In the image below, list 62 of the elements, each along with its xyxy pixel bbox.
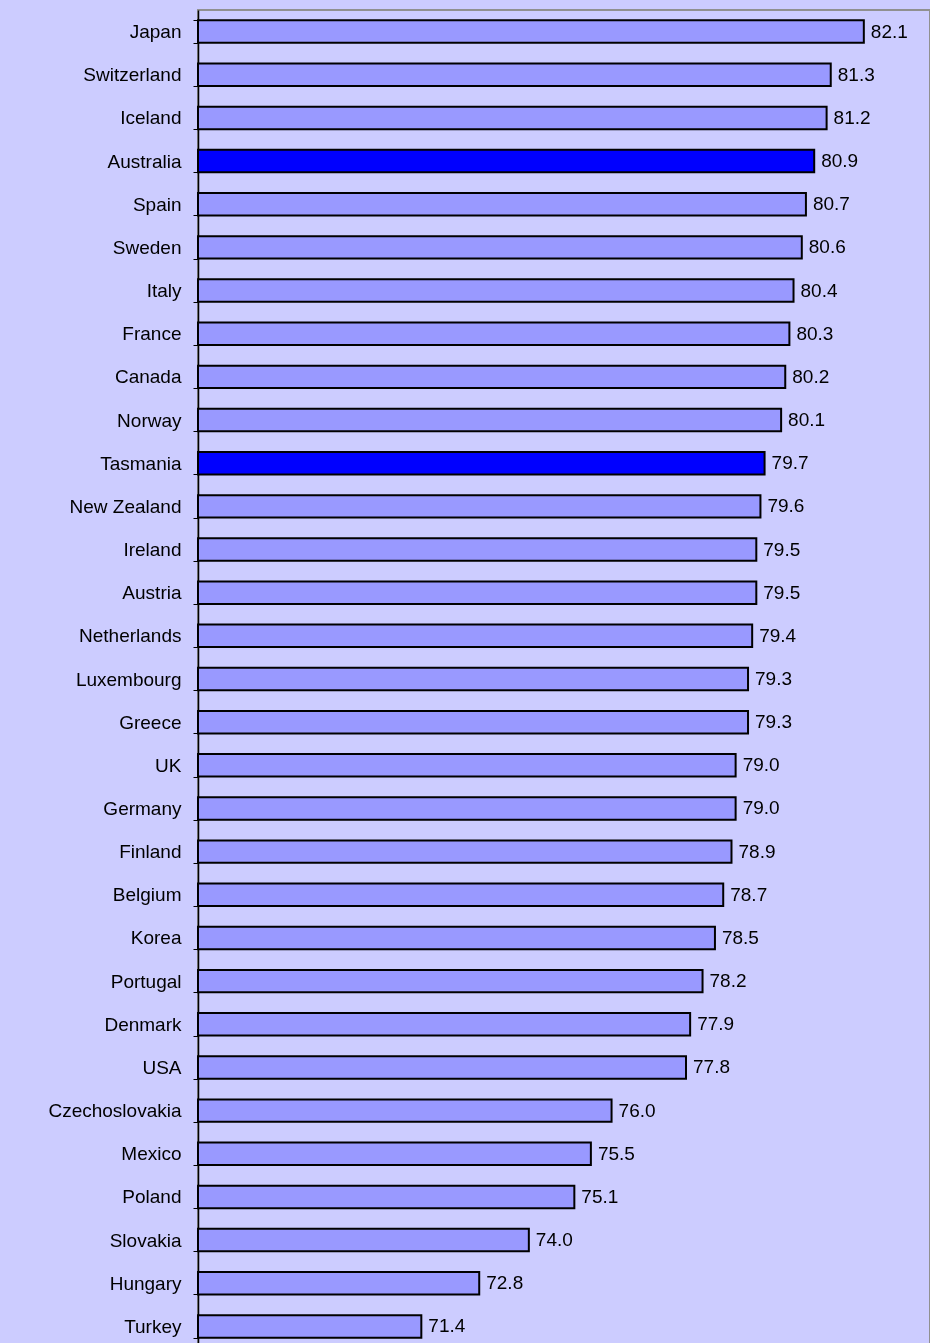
y-tick-label: Korea bbox=[130, 927, 182, 949]
y-tick-label: Spain bbox=[132, 193, 182, 215]
y-tick-label: Canada bbox=[114, 366, 182, 388]
y-tick-label: UK bbox=[155, 754, 182, 776]
data-label: 77.8 bbox=[693, 1056, 730, 1078]
y-tick-label: Australia bbox=[107, 150, 182, 172]
data-label: 75.5 bbox=[597, 1142, 635, 1164]
y-tick-label: Iceland bbox=[120, 107, 182, 129]
y-tick-label: Poland bbox=[122, 1186, 182, 1208]
data-label: 81.2 bbox=[833, 106, 871, 128]
y-tick-label: Netherlands bbox=[79, 625, 182, 647]
y-tick-label: Austria bbox=[122, 582, 182, 604]
y-tick-label: Slovakia bbox=[109, 1229, 182, 1251]
y-tick-label: Hungary bbox=[109, 1272, 182, 1294]
data-label: 76.0 bbox=[618, 1099, 656, 1121]
y-tick-label: Finland bbox=[119, 841, 182, 863]
y-tick-label: Ireland bbox=[123, 539, 182, 561]
data-label: 82.1 bbox=[870, 20, 908, 42]
y-tick-label: Portugal bbox=[110, 970, 182, 992]
data-label: 78.7 bbox=[730, 883, 768, 905]
y-tick-label: Germany bbox=[103, 797, 182, 819]
y-tick-label: Luxembourg bbox=[75, 668, 182, 690]
data-label: 71.4 bbox=[428, 1315, 466, 1337]
data-label: 72.8 bbox=[486, 1272, 524, 1294]
y-tick-label: Sweden bbox=[112, 236, 182, 258]
data-label: 80.1 bbox=[788, 409, 826, 431]
data-label: 75.1 bbox=[581, 1185, 619, 1207]
data-label: 79.3 bbox=[755, 668, 793, 689]
data-label: 79.0 bbox=[742, 754, 780, 776]
data-label: 74.0 bbox=[535, 1229, 573, 1251]
y-tick-label: Japan bbox=[129, 21, 182, 43]
data-label: 81.3 bbox=[837, 63, 875, 85]
y-tick-label: Turkey bbox=[124, 1315, 182, 1337]
data-label: 77.9 bbox=[697, 1013, 735, 1035]
data-label: 80.7 bbox=[812, 193, 850, 215]
data-label: 79.7 bbox=[771, 452, 809, 474]
data-label: 78.9 bbox=[738, 840, 776, 862]
y-tick-label: Mexico bbox=[121, 1143, 182, 1165]
data-label: 80.9 bbox=[821, 150, 859, 172]
data-label: 80.4 bbox=[800, 279, 838, 301]
data-label: 79.6 bbox=[767, 495, 805, 517]
y-tick-label: Czechoslovakia bbox=[48, 1100, 182, 1122]
data-label: 79.0 bbox=[742, 797, 780, 819]
data-label: 79.5 bbox=[763, 538, 801, 560]
y-tick-label: Italy bbox=[146, 280, 182, 302]
y-tick-label: Denmark bbox=[104, 1013, 182, 1035]
y-tick-label: Switzerland bbox=[83, 64, 182, 86]
data-label: 80.6 bbox=[808, 236, 846, 258]
data-label: 78.2 bbox=[709, 970, 747, 992]
data-label: 79.4 bbox=[759, 624, 797, 646]
y-tick-label: Belgium bbox=[112, 884, 182, 906]
data-label: 78.5 bbox=[721, 926, 759, 948]
data-label: 80.2 bbox=[792, 365, 830, 387]
data-label: 80.3 bbox=[796, 322, 834, 344]
y-tick-label: Tasmania bbox=[100, 452, 182, 474]
y-tick-label: New Zealand bbox=[69, 495, 182, 517]
data-label: 79.3 bbox=[755, 711, 793, 733]
y-tick-label: Greece bbox=[119, 711, 182, 733]
y-tick-label: France bbox=[122, 323, 182, 345]
data-label: 79.5 bbox=[763, 581, 801, 603]
y-tick-label: Norway bbox=[117, 409, 182, 431]
y-tick-label: USA bbox=[142, 1056, 182, 1078]
